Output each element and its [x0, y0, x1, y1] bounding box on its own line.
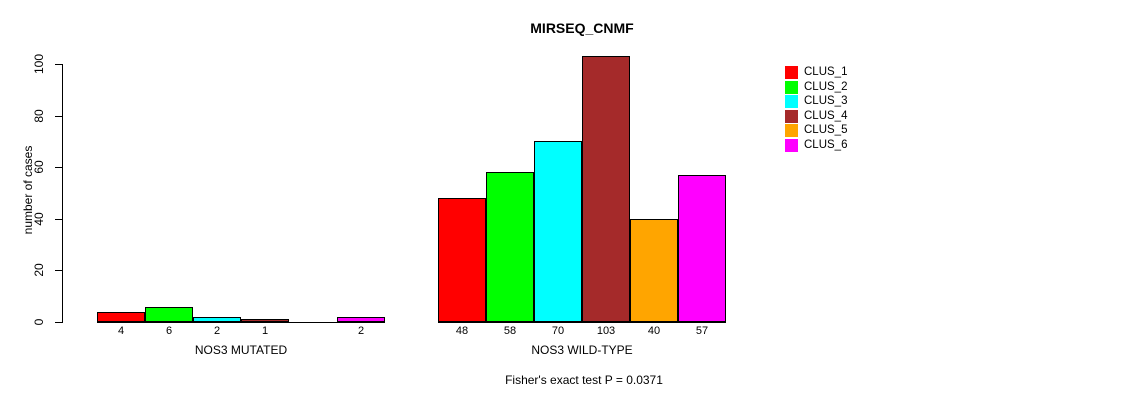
legend: CLUS_1 CLUS_2 CLUS_3 CLUS_4 CLUS_5 CLUS_6 [785, 66, 847, 152]
legend-swatch-clus_2 [785, 80, 798, 94]
bar-value-label: 40 [647, 325, 661, 337]
bar-clus_1 [438, 198, 486, 322]
fisher-test-note: Fisher's exact test P = 0.0371 [505, 373, 663, 387]
legend-item: CLUS_4 [785, 109, 848, 123]
y-axis-tick [55, 270, 62, 272]
bar-clus_6 [678, 175, 726, 322]
bar-clus_5 [630, 219, 678, 322]
bar-clus_1 [97, 312, 145, 322]
bar-value-label: 58 [503, 325, 517, 337]
x-baseline [97, 322, 385, 323]
y-axis-tick-label: 60 [32, 160, 46, 174]
bar-value-label: 4 [117, 325, 125, 337]
legend-item: CLUS_5 [785, 124, 847, 137]
y-axis-tick-label: 20 [32, 263, 46, 278]
legend-swatch-clus_4 [785, 109, 798, 123]
bar-value-label: 6 [165, 325, 173, 337]
bar-clus_2 [486, 172, 534, 322]
legend-item: CLUS_1 [785, 66, 847, 79]
legend-swatch-clus_1 [785, 66, 798, 79]
bar-value-label: 57 [695, 325, 709, 337]
bar-clus_4 [582, 56, 630, 322]
bar-value-label: 2 [357, 325, 365, 337]
y-axis-tick-label: 100 [32, 53, 46, 75]
y-axis-tick-label: 40 [32, 212, 46, 226]
y-axis-tick [55, 64, 62, 65]
y-axis-tick [55, 167, 62, 169]
group-label: NOS3 MUTATED [194, 343, 288, 357]
chart-title: MIRSEQ_CNMF [530, 20, 634, 36]
legend-swatch-clus_3 [785, 95, 798, 108]
legend-item: CLUS_2 [785, 80, 848, 94]
bar-clus_2 [145, 307, 193, 322]
legend-swatch-clus_5 [785, 124, 798, 137]
bar-value-label: 2 [213, 325, 221, 337]
y-axis-line [62, 64, 63, 323]
bar-clus_3 [193, 317, 241, 322]
legend-label: CLUS_3 [804, 95, 848, 107]
group-label: NOS3 WILD-TYPE [531, 343, 633, 357]
bar-value-label: 48 [455, 325, 469, 337]
y-axis-tick-label: 0 [32, 318, 46, 326]
bar-value-label: 70 [551, 325, 565, 337]
legend-label: CLUS_5 [804, 124, 848, 136]
bar-clus_6 [337, 317, 385, 322]
bar-clus_4 [241, 319, 289, 322]
y-axis-tick [55, 218, 62, 220]
y-axis-tick-label: 80 [32, 108, 46, 123]
legend-label: CLUS_1 [804, 66, 848, 78]
legend-label: CLUS_6 [804, 138, 848, 151]
legend-label: CLUS_4 [804, 109, 848, 122]
bar-clus_3 [534, 141, 582, 322]
y-axis-tick [55, 322, 62, 323]
bar-value-label: 1 [261, 325, 269, 337]
legend-item: CLUS_6 [785, 138, 848, 152]
y-axis-tick [55, 115, 62, 117]
legend-item: CLUS_3 [785, 95, 847, 108]
x-baseline [438, 322, 726, 323]
bar-value-label: 103 [596, 325, 616, 337]
legend-swatch-clus_6 [785, 138, 798, 152]
legend-label: CLUS_2 [804, 80, 848, 93]
